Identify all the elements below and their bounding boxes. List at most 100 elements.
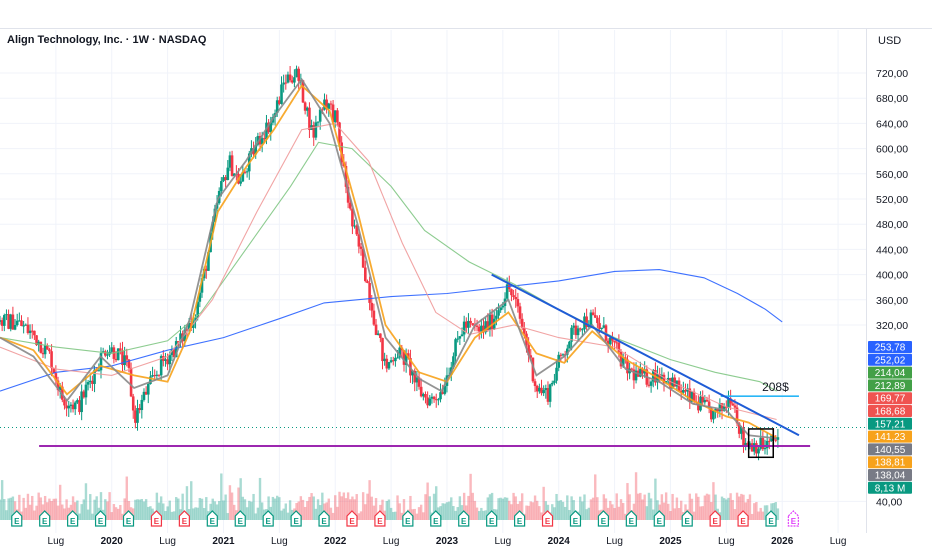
earnings-marker[interactable]: E [737,510,749,527]
candle-body [114,358,118,361]
earnings-marker[interactable]: E [402,510,414,527]
volume-bar [428,496,431,520]
volume-bar [761,511,765,520]
candle-body [333,110,337,123]
volume-bar [381,499,384,520]
earnings-marker[interactable]: E [262,510,274,527]
volume-bar [301,499,305,520]
axis-price-badge-label: 8,13 M [875,483,906,494]
descending-trendline[interactable] [491,273,800,437]
volume-bar [572,500,575,520]
candle-body [469,320,472,324]
candle-body [462,321,466,335]
earnings-marker[interactable]: E [597,510,610,527]
x-tick-label: Lug [718,536,735,547]
candle-body [482,325,485,333]
volume-bar [628,494,631,520]
earnings-marker[interactable]: E [541,510,554,527]
earnings-marker-shape [430,510,442,527]
earnings-marker[interactable]: E [11,510,23,527]
volume-bar [74,502,77,520]
volume-bar [385,501,388,520]
volume-bar [0,499,2,520]
earnings-marker[interactable]: E [569,510,582,527]
x-tick-label: 2024 [548,536,571,547]
candle-body [316,121,320,123]
earnings-marker-label: E [433,517,439,526]
candle-body [432,396,436,400]
volume-bar [544,501,548,520]
volume-bar [46,502,49,520]
earnings-marker[interactable]: E [458,510,470,527]
candle-body [486,321,490,331]
currency-label: USD [878,35,902,47]
candle-body [404,353,408,365]
volume-bar [78,513,81,520]
volume-bar [177,498,180,520]
volume-bar [695,493,698,520]
volume-bar [772,502,775,520]
earnings-marker[interactable]: E [290,510,302,527]
candle-body [443,385,447,394]
earnings-marker[interactable]: E [681,510,693,527]
volume-bar [626,483,629,520]
axis-price-badge-label: 138,04 [875,471,906,482]
earnings-marker-label: E [42,517,48,526]
earnings-marker[interactable]: E [514,510,526,527]
volume-bar [733,509,737,520]
moving-average-line [0,77,777,440]
earnings-marker[interactable]: E [234,510,246,527]
earnings-marker[interactable]: E [765,510,777,527]
candle-body [9,314,13,329]
earnings-marker[interactable]: E [39,510,51,527]
candle-body [727,398,730,409]
volume-bar [104,499,107,520]
candle-body [596,317,599,324]
earnings-marker[interactable]: E [430,510,442,527]
candle-body [56,380,60,391]
earnings-marker[interactable]: E [122,510,135,527]
candle-body [581,329,584,331]
candle-body [608,337,612,345]
volume-bar [426,482,429,520]
earnings-marker[interactable]: E [486,510,498,527]
earnings-marker[interactable]: E [150,510,163,527]
earnings-marker-shape [458,510,470,527]
consolidation-box[interactable] [747,428,775,459]
volume-bar [211,498,214,520]
volume-bar [469,473,472,520]
earnings-marker[interactable]: E [653,510,665,527]
volume-bar [370,496,373,520]
candle-body [368,282,371,303]
earnings-marker[interactable]: E [206,510,218,527]
earnings-marker[interactable]: E [625,510,637,527]
earnings-marker[interactable]: E [318,510,330,527]
candle-body [379,333,382,338]
earnings-marker[interactable]: E [67,510,79,527]
volume-bar [18,494,21,520]
volume-bar [551,504,554,520]
volume-bar [587,507,590,520]
volume-bar [26,493,30,520]
earnings-marker[interactable]: E [178,510,190,527]
earnings-marker-label: E [293,517,299,526]
candle-body [561,354,565,356]
candle-body [752,443,756,452]
earnings-marker[interactable]: E [787,510,799,527]
volume-bar [56,505,60,520]
earnings-marker[interactable]: E [374,510,386,527]
volume-bar [71,496,75,520]
x-tick-label: 2022 [324,536,347,547]
earnings-marker-label: E [377,517,383,526]
earnings-marker[interactable]: E [94,510,107,527]
earnings-marker[interactable]: E [346,510,358,527]
volume-bar [140,498,144,520]
candle-body [106,354,109,356]
volume-bar [256,507,260,520]
volume-bar [690,498,694,520]
earnings-marker[interactable]: E [709,510,721,527]
candle-body [18,320,21,322]
candle-body [484,321,487,333]
earnings-marker-label: E [98,517,104,526]
